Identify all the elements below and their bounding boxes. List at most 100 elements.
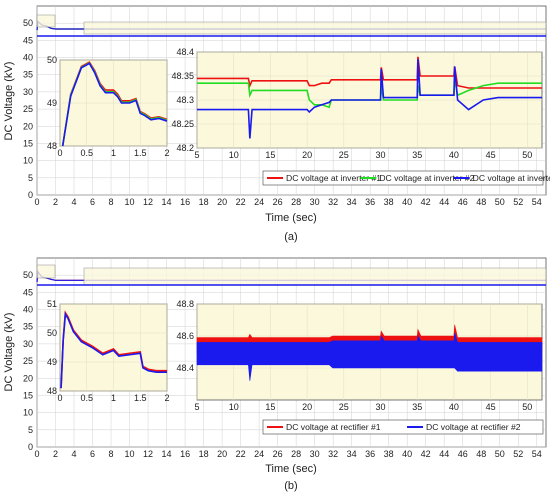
x-tick-label: 12 [143, 449, 153, 459]
x-tick-label: 20 [217, 197, 227, 207]
inset-steady-state: 5 10 15 20 25 30 35 40 45 50 48.4 48.6 48.8 [176, 299, 543, 412]
x-tick-label: 14 [162, 449, 172, 459]
x-tick-label: 30 [310, 197, 320, 207]
x-axis-label: Time (sec) [265, 212, 317, 224]
x-tick-label: 16 [180, 449, 190, 459]
x-tick-label: 42 [421, 449, 431, 459]
inset-x-tick-label: 15 [265, 150, 275, 160]
x-tick-label: 46 [458, 197, 468, 207]
x-tick-label: 34 [347, 197, 357, 207]
y-tick-label: 35 [23, 70, 33, 80]
y-tick-label: 15 [23, 390, 33, 400]
x-tick-label: 42 [421, 197, 431, 207]
inset-x-tick-label: 1 [111, 393, 116, 403]
y-tick-label: 45 [23, 35, 33, 45]
x-tick-label: 36 [365, 197, 375, 207]
inset-x-tick-label: 10 [229, 150, 239, 160]
zoom-box-steady [83, 267, 547, 286]
panel-label: (a) [284, 231, 297, 243]
y-tick-label: 5 [28, 425, 33, 435]
x-tick-label: 52 [513, 449, 523, 459]
inset-x-tick-label: 45 [486, 402, 496, 412]
inset-x-tick-label: 0.5 [80, 393, 93, 403]
inset-y-tick-label: 49 [47, 357, 57, 367]
y-axis-label: DC Voltage (kV) [3, 313, 15, 392]
inset-x-tick-label: 35 [412, 402, 422, 412]
x-tick-label: 30 [310, 449, 320, 459]
inset-y-tick-label: 48.8 [176, 299, 194, 309]
inset-startup: 0 0.5 1 1.5 2 48 49 50 51 [47, 299, 170, 403]
x-tick-label: 0 [34, 197, 39, 207]
y-axis-label: DC Voltage (kV) [3, 62, 15, 141]
inset-steady-state: 5 10 15 20 25 30 35 40 45 50 48.2 48.25 48.3 48.35 48.… [171, 47, 543, 160]
x-tick-label: 20 [217, 449, 227, 459]
y-tick-label: 20 [23, 121, 33, 131]
inset-y-tick-label: 48.3 [176, 95, 194, 105]
x-tick-label: 44 [439, 449, 449, 459]
x-tick-label: 32 [328, 197, 338, 207]
x-tick-label: 36 [365, 449, 375, 459]
legend-box [262, 419, 544, 435]
x-tick-label: 0 [34, 449, 39, 459]
y-tick-label: 50 [23, 18, 33, 28]
inset-x-tick-label: 0 [57, 393, 62, 403]
x-tick-label: 48 [476, 449, 486, 459]
inset-x-tick-label: 50 [522, 402, 532, 412]
legend-label-1: DC voltage at inverter #1 [286, 173, 381, 183]
inset-y-tick-label: 48.4 [176, 363, 194, 373]
inset-x-tick-label: 40 [449, 150, 459, 160]
x-tick-label: 32 [328, 449, 338, 459]
x-tick-label: 6 [90, 449, 95, 459]
legend-label-3: DC voltage at inverter #3 [473, 173, 550, 183]
x-axis-label: Time (sec) [265, 463, 317, 475]
main-y-ticks: 0 5 10 15 20 25 30 35 40 45 50 [23, 270, 33, 452]
inset-startup: 0 0.5 1 1.5 2 48 49 50 [47, 55, 170, 158]
zoom-box-start [36, 264, 56, 279]
inset-x-tick-label: 20 [302, 402, 312, 412]
inset-x-tick-label: 35 [412, 150, 422, 160]
x-tick-label: 10 [125, 197, 135, 207]
inset-x-tick-label: 1.5 [134, 393, 147, 403]
inset-y-tick-label: 48.2 [176, 143, 194, 153]
x-tick-label: 48 [476, 197, 486, 207]
y-tick-label: 0 [28, 442, 33, 452]
x-tick-label: 6 [90, 197, 95, 207]
legend-box [262, 170, 544, 186]
y-tick-label: 0 [28, 190, 33, 200]
inset-x-tick-label: 25 [339, 150, 349, 160]
x-tick-label: 8 [109, 197, 114, 207]
x-tick-label: 22 [236, 197, 246, 207]
x-tick-label: 4 [72, 197, 77, 207]
y-tick-label: 40 [23, 305, 33, 315]
inset-x-tick-label: 1.5 [134, 148, 147, 158]
inset-x-tick-label: 1 [111, 148, 116, 158]
inset-x-tick-label: 2 [164, 393, 169, 403]
x-tick-label: 54 [532, 449, 542, 459]
x-tick-label: 4 [72, 449, 77, 459]
legend-label-1: DC voltage at rectifier #1 [286, 422, 381, 432]
inset-x-tick-label: 20 [302, 150, 312, 160]
x-tick-label: 34 [347, 449, 357, 459]
zoom-box-start [36, 14, 56, 28]
main-y-ticks: 0 5 10 15 20 25 30 35 40 45 50 [23, 18, 33, 200]
inset-x-tick-label: 5 [194, 402, 199, 412]
panel-b: 0 2 4 6 8 10 12 14 16 18 20 22 24 26 28 30 32 34 36 38 40 42 4… [3, 257, 547, 492]
x-tick-label: 52 [513, 197, 523, 207]
x-tick-label: 8 [109, 449, 114, 459]
main-x-ticks: 0 2 4 6 8 10 12 14 16 18 20 22 24 26 28 30 32 34 36 38 40 42 4… [34, 197, 541, 207]
y-tick-label: 30 [23, 87, 33, 97]
inset-y-tick-label: 50 [47, 55, 57, 65]
inset-x-tick-label: 15 [265, 402, 275, 412]
panel-label: (b) [284, 480, 297, 492]
inset-y-tick-label: 48.4 [176, 47, 194, 57]
inset-series-line-3 [197, 59, 542, 139]
x-tick-label: 2 [53, 449, 58, 459]
inset-series-band-2 [196, 332, 543, 381]
y-tick-label: 35 [23, 322, 33, 332]
y-tick-label: 5 [28, 173, 33, 183]
x-tick-label: 2 [53, 197, 58, 207]
legend-label-2: DC voltage at rectifier #2 [426, 422, 521, 432]
x-tick-label: 38 [384, 449, 394, 459]
x-tick-label: 26 [273, 197, 283, 207]
